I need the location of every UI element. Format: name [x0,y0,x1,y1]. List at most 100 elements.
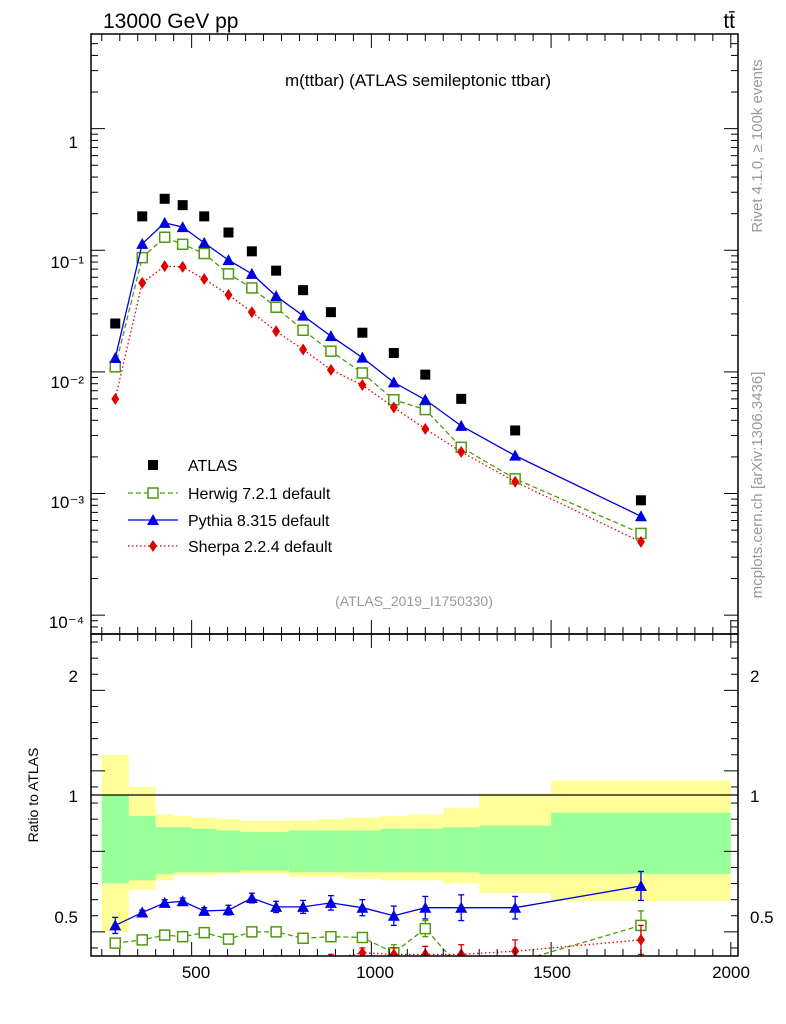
ratio-band-inner-bin [380,828,408,873]
xtick-label-500: 500 [182,963,210,982]
ratio-point-pythia [509,901,522,913]
ratio-ytick-label-2-right: 2 [750,667,759,686]
xtick-label-1500: 1500 [533,963,571,982]
data-point-sherpa [247,306,256,319]
ratio-point-herwig [510,957,520,967]
ratio-point-pythia [419,901,432,913]
data-point-sherpa [421,422,430,435]
ytick-label-1e-1: 10⁻¹ [50,253,84,272]
data-point-sherpa [178,260,187,273]
data-point-pythia [222,254,235,266]
ratio-point-sherpa [161,961,169,973]
ratio-band-inner-bin [551,812,731,874]
ratio-ytick-label-0p5-left: 0.5 [54,908,78,927]
data-point-sherpa [511,475,520,488]
ratio-band-inner-bin [288,830,318,873]
ratio-point-sherpa [138,961,146,973]
ytick-label-1e-4: 10⁻⁴ [49,613,84,632]
data-point-herwig [158,231,171,243]
ratio-band-inner-bin [479,825,552,874]
data-point-atlas [388,348,399,359]
main-y-tick-labels: 10⁻⁴ 10⁻³ 10⁻² 10⁻¹ 1 [49,133,85,632]
data-point-sherpa [389,401,398,414]
series-line-herwig [114,236,642,535]
ratio-point-herwig [246,926,258,938]
legend-marker-herwig [147,487,159,499]
axis-ticks [91,33,738,956]
ratio-ytick-label-2-left: 2 [69,667,78,686]
data-point-sherpa [636,535,645,548]
ratio-point-pythia [634,879,647,891]
ratio-band-inner-bin [317,830,345,873]
ratio-point-sherpa [111,968,119,980]
data-point-herwig [419,403,432,416]
data-point-pythia [245,267,258,279]
data-point-pythia [297,309,310,321]
ratio-point-sherpa [224,956,232,968]
ratio-ytick-label-1-right: 1 [750,787,759,806]
data-point-pythia [356,351,369,363]
data-point-herwig [176,238,189,251]
data-point-pythia [198,236,211,248]
ratio-point-herwig [109,937,122,949]
data-point-pythia [270,290,283,302]
ratio-point-herwig [270,926,282,938]
data-point-sherpa [138,276,147,289]
series-line-pythia [114,222,642,517]
ratio-band-inner-bin [407,828,444,873]
data-point-sherpa [326,363,335,376]
ratio-point-pythia [136,906,149,918]
data-point-atlas [110,318,121,329]
main-panel-data [109,193,647,548]
legend-label-sherpa: Sherpa 2.2.4 default [188,539,333,556]
ratio-line-pythia [114,885,642,926]
series-line-sherpa [114,265,642,543]
data-point-pythia [387,376,400,388]
data-point-atlas [137,211,148,222]
ratio-point-sherpa [248,956,256,968]
ratio-point-herwig [419,922,432,935]
ratio-point-herwig [222,933,235,945]
ratio-point-herwig [176,930,189,943]
ratio-point-sherpa [389,948,398,956]
legend-entry-herwig: Herwig 7.2.1 default [128,486,331,503]
ratio-point-herwig [325,930,337,943]
data-point-pythia [136,237,149,249]
legend-marker-pythia [147,514,159,525]
data-point-atlas [159,193,170,204]
ratio-ylabel: Ratio to ATLAS [25,748,41,843]
rivet-label: Rivet 4.1.0, ≥ 100k events [749,59,766,232]
process-label: tt̄ [723,10,735,33]
data-point-sherpa [111,392,120,405]
source-label: mcplots.cern.ch [arXiv:1306.3436] [749,372,766,599]
data-point-atlas [510,425,521,436]
ratio-point-pythia [270,900,283,912]
legend-marker-atlas [148,460,158,470]
data-point-atlas [271,265,282,276]
ratio-band-inner-bin [216,830,241,873]
ratio-point-pythia [297,900,310,912]
ratio-band-inner-bin [173,827,192,873]
data-point-sherpa [160,260,169,273]
ratio-point-sherpa [358,946,367,956]
ratio-point-pythia [176,895,189,907]
ratio-point-pythia [222,904,235,916]
data-point-sherpa [224,288,233,301]
ratio-band-inner-bin [344,830,381,873]
data-point-sherpa [358,379,367,392]
ratio-ytick-label-0p5-right: 0.5 [750,908,774,927]
ytick-label-1: 1 [69,133,78,152]
xtick-label-2000: 2000 [712,963,750,982]
ratio-panel-data [109,870,647,980]
ratio-band-inner-bin [155,827,174,874]
analysis-id: (ATLAS_2019_I1750330) [335,593,493,609]
ratio-line-herwig [115,924,642,956]
ratio-bands [101,754,731,932]
data-point-pythia [324,330,337,342]
legend-label-herwig: Herwig 7.2.1 default [188,486,331,503]
legend-label-atlas: ATLAS [188,458,238,475]
ratio-point-herwig [158,929,171,941]
ratio-point-herwig [456,964,466,974]
ratio-band-inner-bin [443,827,480,873]
